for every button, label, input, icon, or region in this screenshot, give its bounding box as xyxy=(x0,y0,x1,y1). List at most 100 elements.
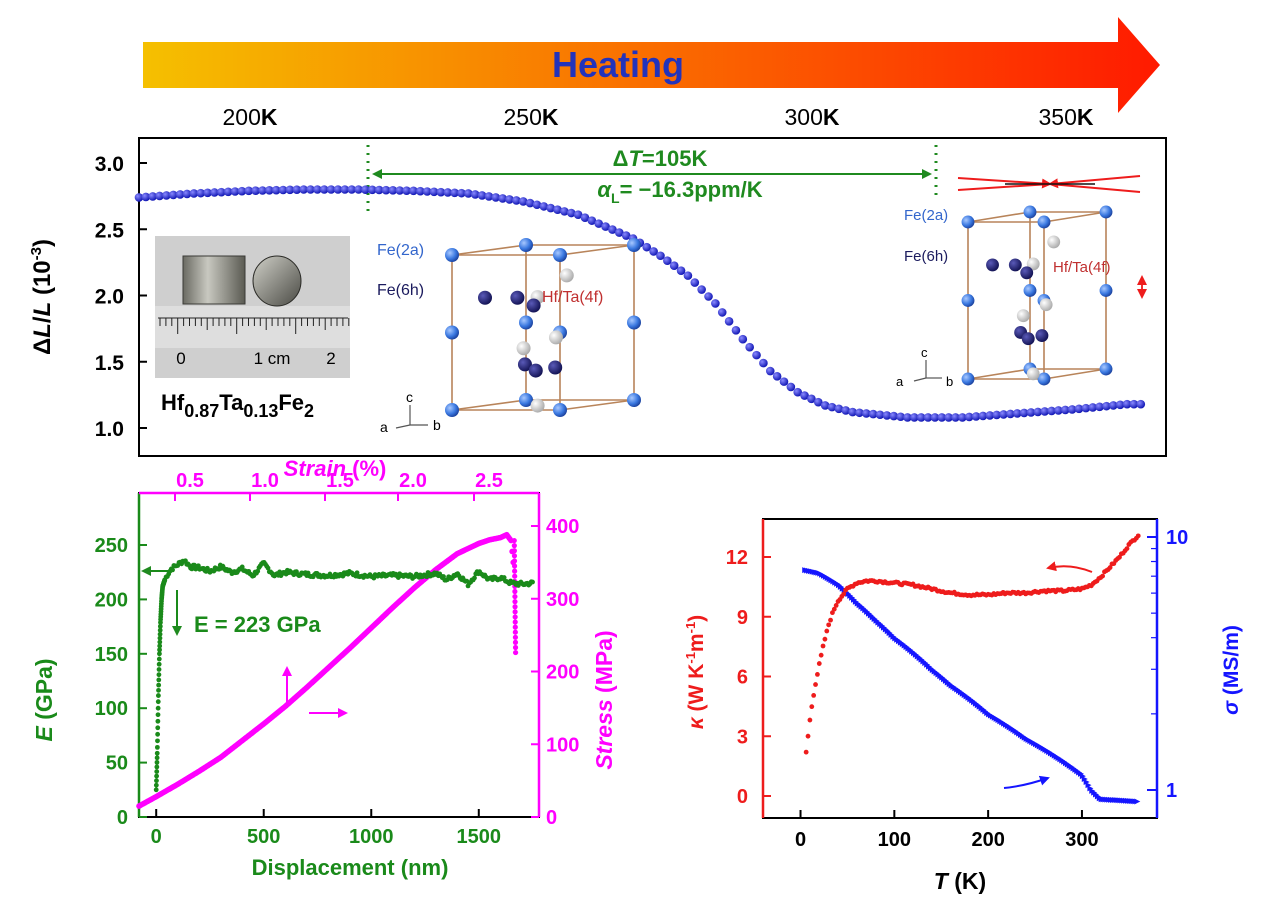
hfta-atom xyxy=(1016,309,1030,323)
stress-point xyxy=(512,568,518,574)
stress-point xyxy=(512,593,518,600)
transport-axes: 0 100 200 300 0 3 6 9 12 1 10 xyxy=(726,527,1189,851)
expansion-series xyxy=(134,185,1146,422)
expansion-point xyxy=(525,198,535,208)
modulus-point xyxy=(472,575,477,581)
modulus-point xyxy=(156,661,162,667)
modulus-point xyxy=(157,639,163,645)
expansion-panel: 1.0 1.5 2.0 2.5 3.0 ΔL/L (10-3) ΔT=105K αL= … xyxy=(28,137,1167,457)
expansion-point xyxy=(717,308,727,317)
expansion-point xyxy=(971,412,981,421)
expansion-point xyxy=(649,247,658,256)
y-tick-label: 2.0 xyxy=(95,286,124,309)
hfta-label: Hf/Ta(4f) xyxy=(542,289,603,306)
hfta-atom xyxy=(1047,235,1061,249)
modulus-point xyxy=(153,787,159,793)
expansion-point xyxy=(999,410,1008,419)
expansion-point xyxy=(484,192,494,201)
expansion-point xyxy=(704,292,713,301)
x-tick-label: 100 xyxy=(878,829,911,851)
expansion-point xyxy=(189,189,199,198)
expansion-point xyxy=(621,231,631,240)
fe2a-atom xyxy=(627,315,641,330)
expansion-point xyxy=(1033,407,1043,417)
expansion-point xyxy=(1026,408,1036,417)
expansion-point xyxy=(573,210,583,219)
expansion-point xyxy=(265,186,274,195)
expansion-point xyxy=(841,406,851,415)
expansion-point xyxy=(608,225,617,234)
expansion-point xyxy=(299,185,308,194)
cell-edge xyxy=(967,211,1031,223)
modulus-point xyxy=(157,647,162,653)
modulus-point xyxy=(157,623,163,629)
modulus-axis-label: E (GPa) xyxy=(31,658,57,741)
expansion-y-label: ΔL/L (10-3) xyxy=(28,239,56,355)
kappa-point xyxy=(803,749,809,755)
expansion-point xyxy=(786,382,796,392)
expansion-point xyxy=(162,191,171,200)
fe6h-atom xyxy=(528,363,543,378)
expansion-point xyxy=(464,189,473,198)
cell-edge xyxy=(559,399,635,411)
expansion-point xyxy=(862,409,871,418)
expansion-point xyxy=(251,186,260,195)
expansion-point xyxy=(738,334,748,344)
modulus-point xyxy=(154,755,160,761)
fe2a-atom xyxy=(1099,284,1113,297)
kappa-point xyxy=(815,672,820,677)
expansion-point xyxy=(203,188,212,198)
stress-point xyxy=(512,614,518,620)
kappa-point xyxy=(809,704,815,710)
temperature-tick: 350K xyxy=(1039,104,1094,130)
expansion-point xyxy=(539,202,549,211)
y2-tick-label: 1 xyxy=(1166,780,1177,802)
sample-block xyxy=(182,255,246,305)
fe2a-atom xyxy=(1023,205,1037,219)
modulus-point xyxy=(153,782,159,788)
cell-edge xyxy=(451,244,527,256)
expansion-y-axis: 1.0 1.5 2.0 2.5 3.0 xyxy=(95,153,147,441)
expansion-point xyxy=(889,411,899,421)
temperature-tick: 250K xyxy=(504,104,559,130)
modulus-point xyxy=(155,738,160,744)
stress-point xyxy=(512,629,518,635)
expansion-point xyxy=(175,190,185,199)
expansion-point xyxy=(882,411,892,420)
fe6h-atom xyxy=(548,360,563,375)
kappa-series xyxy=(803,533,1141,755)
kappa-axis-label: κ (W K-1m-1) xyxy=(683,615,708,729)
fe2a-atom xyxy=(519,238,533,252)
expansion-plot-frame xyxy=(138,137,1167,457)
modulus-point xyxy=(156,687,161,693)
expansion-point xyxy=(642,242,652,252)
expansion-point xyxy=(964,412,974,422)
modulus-point xyxy=(530,579,535,585)
expansion-point xyxy=(1040,407,1050,416)
stress-point xyxy=(511,553,518,559)
expansion-point xyxy=(436,187,446,197)
cell-edge xyxy=(451,399,527,411)
fe2a-atom xyxy=(519,315,533,330)
expansion-point xyxy=(601,222,610,231)
expansion-point xyxy=(388,186,398,195)
modulus-point xyxy=(155,712,161,718)
expansion-point xyxy=(1061,405,1070,415)
stress-point xyxy=(512,599,518,605)
expansion-point xyxy=(594,219,604,228)
expansion-point xyxy=(532,200,542,210)
expansion-point xyxy=(683,271,693,280)
stress-point xyxy=(511,558,518,564)
hfta-atom xyxy=(1026,367,1040,381)
expansion-point xyxy=(354,185,363,194)
temperature-tick: 200K xyxy=(223,104,278,130)
expansion-point xyxy=(779,377,789,386)
expansion-point xyxy=(141,192,151,202)
kappa-point xyxy=(826,622,832,628)
expansion-point xyxy=(470,190,480,199)
kappa-point xyxy=(824,628,830,634)
temperature-scale: 200K 250K 300K 350K xyxy=(223,104,1094,130)
fe2a-atom xyxy=(553,248,567,262)
fe2a-atom xyxy=(1023,284,1037,297)
fe6h-atom xyxy=(986,258,999,272)
